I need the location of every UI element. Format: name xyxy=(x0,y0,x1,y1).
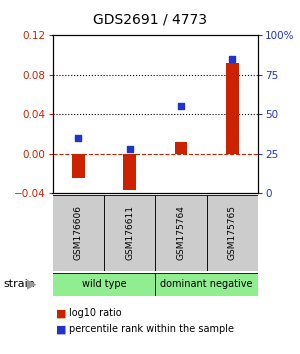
Text: wild type: wild type xyxy=(82,279,126,289)
Point xyxy=(178,103,183,109)
Text: GSM175765: GSM175765 xyxy=(228,205,237,260)
Text: GDS2691 / 4773: GDS2691 / 4773 xyxy=(93,12,207,27)
FancyBboxPatch shape xyxy=(207,195,258,271)
Point xyxy=(230,56,235,62)
Bar xyxy=(72,154,85,178)
Point xyxy=(127,146,132,152)
FancyBboxPatch shape xyxy=(52,195,104,271)
Text: log10 ratio: log10 ratio xyxy=(69,308,122,318)
Text: strain: strain xyxy=(3,279,35,289)
FancyBboxPatch shape xyxy=(155,273,258,296)
Text: GSM176611: GSM176611 xyxy=(125,205,134,260)
Text: ■: ■ xyxy=(56,324,66,334)
FancyBboxPatch shape xyxy=(155,195,207,271)
Text: ▶: ▶ xyxy=(27,278,36,291)
Bar xyxy=(175,142,188,154)
Bar xyxy=(123,154,136,190)
FancyBboxPatch shape xyxy=(104,195,155,271)
Point xyxy=(76,135,81,141)
Text: ■: ■ xyxy=(56,308,66,318)
Bar xyxy=(226,63,239,154)
Text: percentile rank within the sample: percentile rank within the sample xyxy=(69,324,234,334)
Text: GSM175764: GSM175764 xyxy=(176,205,185,260)
Text: GSM176606: GSM176606 xyxy=(74,205,83,260)
Text: dominant negative: dominant negative xyxy=(160,279,253,289)
FancyBboxPatch shape xyxy=(52,273,155,296)
